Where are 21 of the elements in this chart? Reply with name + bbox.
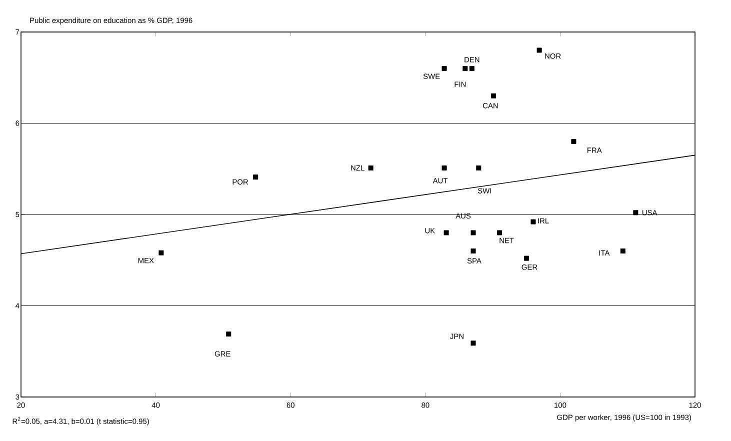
point [490, 93, 496, 98]
point [470, 248, 476, 254]
point [442, 66, 447, 71]
point [633, 210, 638, 216]
point [470, 340, 476, 346]
point [530, 219, 536, 224]
point [476, 165, 482, 170]
point [469, 66, 474, 71]
point [497, 230, 502, 236]
point [462, 66, 468, 71]
point [524, 256, 530, 261]
point [470, 230, 476, 236]
point [226, 332, 232, 337]
point [368, 165, 374, 170]
point [620, 248, 626, 254]
point [536, 48, 542, 53]
point [158, 250, 164, 256]
point [253, 174, 258, 180]
point [444, 230, 449, 236]
point [442, 165, 447, 170]
point [571, 138, 576, 144]
